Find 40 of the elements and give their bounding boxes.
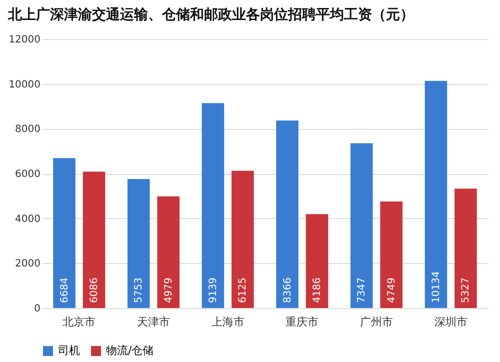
y-tick-label: 6000 xyxy=(15,169,40,180)
x-tick-label: 深圳市 xyxy=(434,316,468,328)
bar xyxy=(127,179,150,308)
legend-label: 物流/仓储 xyxy=(106,344,154,357)
y-tick-label: 10000 xyxy=(8,79,40,90)
data-label: 4749 xyxy=(386,278,398,303)
bar xyxy=(276,120,298,308)
data-label: 6684 xyxy=(59,278,70,303)
y-tick-label: 4000 xyxy=(15,214,40,225)
bar xyxy=(424,80,448,308)
bar xyxy=(380,202,403,308)
bar xyxy=(350,143,373,308)
data-label: 6125 xyxy=(238,278,249,303)
data-label: 5327 xyxy=(460,278,472,303)
y-tick-label: 8000 xyxy=(15,124,40,136)
bar xyxy=(157,196,180,308)
bar xyxy=(306,214,328,308)
bar xyxy=(53,158,76,308)
data-label: 8366 xyxy=(282,278,294,303)
data-label: 4186 xyxy=(312,278,324,303)
y-tick-label: 2000 xyxy=(15,258,40,270)
x-tick-label: 上海市 xyxy=(211,316,244,328)
bar xyxy=(454,188,477,308)
data-label: 10134 xyxy=(430,271,442,303)
bar xyxy=(82,172,106,308)
y-tick-label: 0 xyxy=(34,304,40,314)
bar xyxy=(232,170,254,308)
data-label: 6086 xyxy=(89,278,100,303)
chart-title: 北上广深津渝交通运输、仓储和邮政业各岗位招聘平均工资（元） xyxy=(7,6,414,23)
bar xyxy=(202,103,224,308)
data-label: 9139 xyxy=(208,278,219,303)
x-tick-label: 广州市 xyxy=(360,316,393,328)
legend-label: 司机 xyxy=(58,344,80,357)
x-tick-label: 重庆市 xyxy=(286,316,319,328)
data-label: 5753 xyxy=(134,278,145,303)
x-tick-label: 天津市 xyxy=(137,316,170,328)
y-tick-label: 12000 xyxy=(8,34,40,46)
data-label: 4979 xyxy=(163,278,174,303)
x-tick-label: 北京市 xyxy=(62,316,96,328)
data-label: 7347 xyxy=(356,278,368,303)
